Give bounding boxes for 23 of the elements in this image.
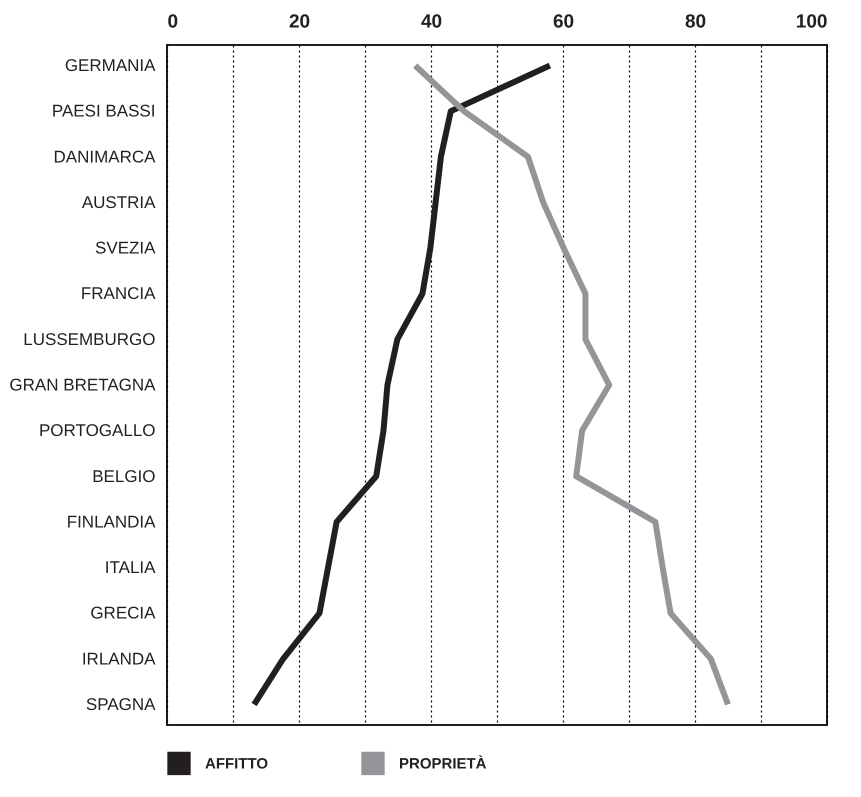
y-tick-label: LUSSEMBURGO [23,330,156,349]
legend-label: AFFITTO [205,755,268,772]
y-tick-label: FRANCIA [80,284,156,304]
y-tick-label: BELGIO [92,466,156,486]
y-tick-label: GRECIA [90,604,156,623]
y-tick-label: PAESI BASSI [52,102,156,121]
y-tick-label: DANIMARCA [53,147,156,166]
y-tick-label: PORTOGALLO [38,421,156,440]
y-tick-label: IRLANDA [82,649,156,668]
x-tick-label: 80 [684,12,706,32]
x-tick-label: 60 [552,12,574,32]
y-tick-label: GERMANIA [64,56,156,76]
legend-label: PROPRIETÀ [399,754,487,772]
x-tick-label: 0 [168,12,178,32]
y-tick-label: SVEZIA [95,238,156,258]
y-tick-label: ITALIA [104,558,156,578]
x-tick-label: 40 [420,12,442,32]
y-tick-label: GRAN BRETAGNA [9,376,156,394]
x-tick-label: 20 [288,12,310,32]
y-tick-label: FINLANDIA [66,512,156,532]
y-tick-label: SPAGNA [86,694,156,714]
y-tick-label: AUSTRIA [82,192,156,212]
x-tick-label: 100 [796,12,828,32]
